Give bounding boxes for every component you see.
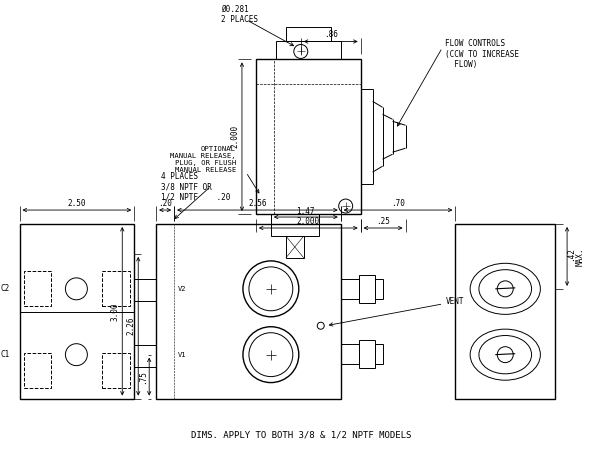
Text: VENT: VENT [445, 297, 464, 306]
Bar [455, 224, 555, 399]
Text: 2.000: 2.000 [230, 125, 239, 148]
Bar [156, 224, 341, 399]
Bar [20, 224, 134, 399]
Text: FLOW CONTROLS
(CCW TO INCREASE
  FLOW): FLOW CONTROLS (CCW TO INCREASE FLOW) [445, 39, 520, 69]
Bar [359, 275, 374, 303]
Bar [23, 353, 52, 388]
Bar [134, 345, 156, 367]
Text: 3/8 NPTF OR
1/2 NPTF    .20: 3/8 NPTF OR 1/2 NPTF .20 [161, 182, 230, 202]
Bar [103, 353, 130, 388]
Text: V2: V2 [178, 286, 187, 292]
Bar [341, 279, 359, 299]
Bar [341, 344, 359, 364]
Bar [271, 214, 319, 236]
Bar [286, 236, 304, 258]
Text: 3.00: 3.00 [110, 302, 119, 321]
Bar [23, 271, 52, 306]
Text: DIMS. APPLY TO BOTH 3/8 & 1/2 NPTF MODELS: DIMS. APPLY TO BOTH 3/8 & 1/2 NPTF MODEL… [191, 431, 411, 440]
Bar [374, 344, 383, 364]
Text: C1: C1 [1, 350, 10, 359]
Text: 2.26: 2.26 [126, 317, 135, 336]
Bar [286, 26, 331, 41]
Text: 2.50: 2.50 [68, 199, 86, 208]
Text: OPTIONAL
MANUAL RELEASE,
PLUG, OR FLUSH
MANUAL RELEASE: OPTIONAL MANUAL RELEASE, PLUG, OR FLUSH … [170, 146, 236, 173]
Bar [103, 271, 130, 306]
Text: V1: V1 [178, 352, 187, 358]
Bar [256, 59, 361, 214]
Text: .70: .70 [391, 199, 405, 208]
Text: 2.56: 2.56 [248, 199, 266, 208]
Text: .86: .86 [324, 30, 338, 39]
Text: Ø0.281
2 PLACES: Ø0.281 2 PLACES [221, 5, 258, 24]
Text: 2.000: 2.000 [297, 217, 320, 226]
Text: .25: .25 [376, 217, 390, 226]
Text: .42
MAX.: .42 MAX. [566, 247, 585, 266]
Text: 4 PLACES: 4 PLACES [161, 172, 198, 181]
Bar [359, 340, 374, 368]
Bar [374, 279, 383, 299]
Text: 1.47: 1.47 [296, 207, 315, 216]
Bar [276, 41, 341, 59]
Text: .20: .20 [158, 199, 172, 208]
Text: C2: C2 [1, 284, 10, 293]
Bar [134, 279, 156, 301]
Text: .75: .75 [138, 370, 147, 384]
